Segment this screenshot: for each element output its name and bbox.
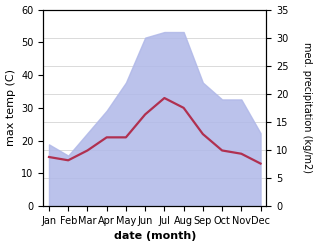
Y-axis label: med. precipitation (kg/m2): med. precipitation (kg/m2) — [302, 42, 313, 173]
X-axis label: date (month): date (month) — [114, 231, 196, 242]
Y-axis label: max temp (C): max temp (C) — [5, 69, 16, 146]
